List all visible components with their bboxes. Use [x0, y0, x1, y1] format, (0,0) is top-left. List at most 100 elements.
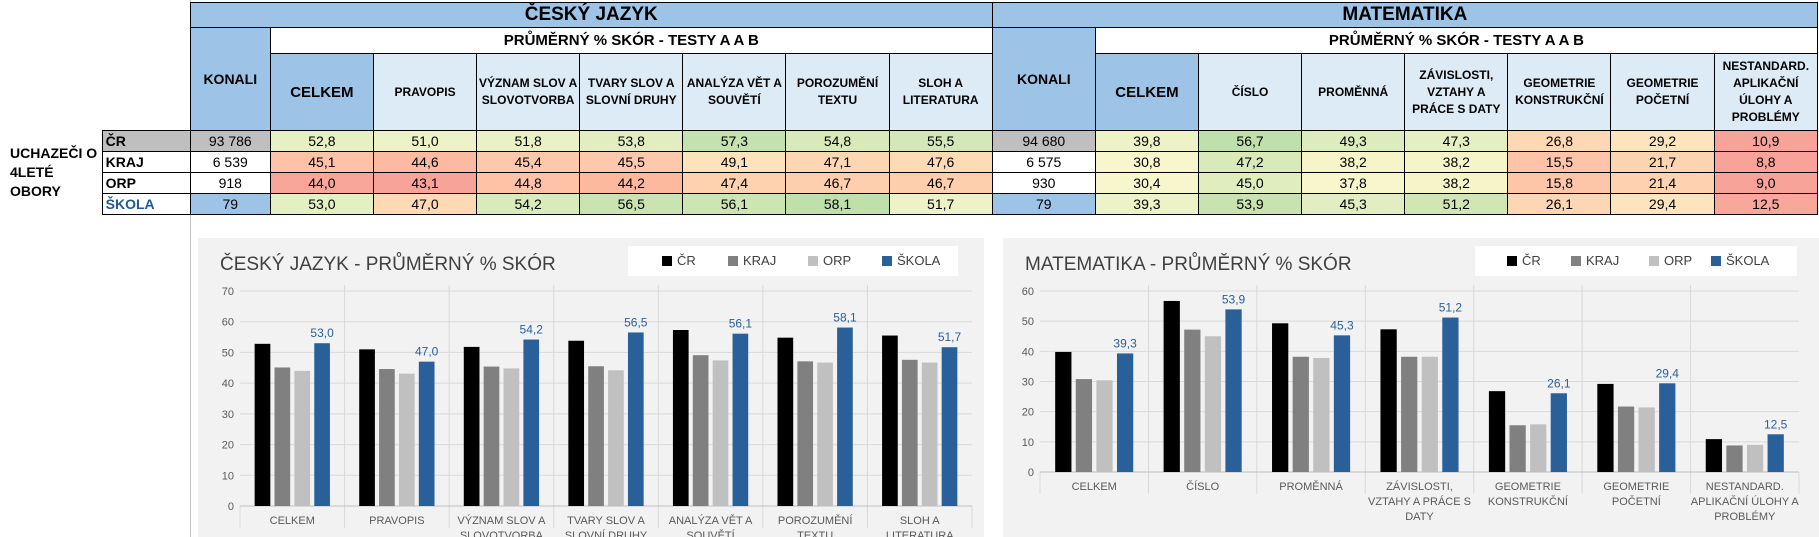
- score-cell-ma: 15,8: [1507, 172, 1612, 194]
- score-cell-ma: 47,3: [1404, 130, 1509, 152]
- legend-swatch: [808, 256, 818, 266]
- bar-čr: [1380, 329, 1397, 472]
- column-header-cj: PRAVOPIS: [372, 53, 478, 131]
- bar-škola: [1333, 335, 1351, 472]
- score-cell-cj: 46,7: [785, 172, 890, 194]
- konali-cell-ma: 79: [991, 193, 1096, 215]
- chart-panel-ma: MATEMATIKA - PRŮMĚRNÝ % SKÓR ČR KRAJ ORP…: [1003, 238, 1819, 537]
- bar-kraj: [483, 366, 500, 506]
- category-label: GEOMETRIE: [1603, 481, 1669, 493]
- bar-čr: [882, 335, 898, 506]
- bar-kraj: [1184, 329, 1201, 472]
- data-label: 39,3: [1113, 336, 1137, 350]
- score-cell-cj: 57,3: [682, 130, 787, 152]
- category-label: ZÁVISLOSTI,: [1386, 480, 1453, 493]
- bar-orp: [608, 370, 624, 506]
- y-tick-label: 20: [1022, 407, 1034, 419]
- data-label: 53,0: [310, 326, 334, 340]
- bar-škola: [732, 333, 749, 506]
- column-header-cj: ANALÝZA VĚT A SOUVĚTÍ: [682, 53, 787, 131]
- bar-orp: [1096, 380, 1113, 472]
- data-label: 12,5: [1764, 417, 1788, 431]
- category-label: POROZUMĚNÍ: [778, 514, 854, 527]
- score-cell-cj: 51,8: [476, 130, 581, 152]
- score-cell-cj: 44,6: [372, 151, 478, 173]
- bar-orp: [503, 368, 520, 506]
- bar-orp: [1421, 356, 1438, 472]
- score-cell-cj: 47,1: [785, 151, 890, 173]
- category-label: GEOMETRIE: [1495, 481, 1561, 493]
- data-label: 51,2: [1439, 301, 1463, 315]
- score-cell-cj: 45,1: [269, 151, 374, 173]
- bar-škola: [627, 332, 644, 506]
- score-cell-cj: 49,1: [682, 151, 787, 173]
- score-cell-ma: 21,4: [1610, 172, 1715, 194]
- y-tick-label: 10: [1022, 437, 1034, 449]
- y-tick-label: 60: [1022, 286, 1034, 298]
- legend-label: ČR: [677, 253, 696, 268]
- score-cell-cj: 45,5: [579, 151, 684, 173]
- legend-swatch: [728, 256, 738, 266]
- y-tick-label: 0: [1028, 467, 1034, 479]
- konali-cell-ma: 6 575: [991, 151, 1096, 173]
- score-cell-cj: 43,1: [372, 172, 478, 194]
- score-cell-ma: 49,3: [1301, 130, 1406, 152]
- bar-čr: [1163, 300, 1180, 472]
- y-tick-label: 0: [228, 501, 234, 513]
- column-header-ma: GEOMETRIE POČETNÍ: [1610, 53, 1715, 131]
- chart-panel-cj: ČESKÝ JAZYK - PRŮMĚRNÝ % SKÓR ČR KRAJ OR…: [198, 238, 984, 537]
- score-cell-ma: 21,7: [1610, 151, 1715, 173]
- score-cell-ma: 53,9: [1197, 193, 1303, 215]
- bar-čr: [1705, 439, 1723, 472]
- score-cell-ma: 29,2: [1610, 130, 1715, 152]
- bar-čr: [1597, 383, 1614, 472]
- score-cell-ma: 38,2: [1404, 151, 1509, 173]
- column-header-cj: POROZUMĚNÍ TEXTU: [785, 53, 890, 131]
- score-cell-ma: 12,5: [1713, 193, 1819, 215]
- bar-orp: [1530, 424, 1547, 472]
- y-tick-label: 70: [222, 286, 234, 298]
- blank-corner: [0, 2, 191, 131]
- score-cell-cj: 53,0: [269, 193, 374, 215]
- bar-škola: [1767, 434, 1784, 472]
- score-table: ČESKÝ JAZYK MATEMATIKA KONALI PRŮMĚRNÝ %…: [0, 2, 1819, 215]
- bar-škola: [523, 339, 540, 506]
- bar-kraj: [379, 369, 395, 506]
- bar-škola: [1659, 383, 1676, 472]
- data-label: 58,1: [833, 311, 857, 325]
- score-cell-ma: 39,8: [1094, 130, 1199, 152]
- bar-orp: [1204, 336, 1222, 472]
- bar-škola: [1442, 317, 1459, 472]
- category-label: SLOH A: [900, 515, 940, 527]
- legend-item-kraj: KRAJ: [1571, 253, 1619, 268]
- category-label: PROBLÉMY: [1714, 510, 1776, 523]
- bar-škola: [1225, 309, 1242, 472]
- bar-čr: [568, 340, 585, 506]
- score-cell-ma: 45,3: [1301, 193, 1406, 215]
- category-label: VZTAHY A PRÁCE S: [1368, 495, 1471, 508]
- konali-header-cj: KONALI: [189, 27, 271, 131]
- chart-legend-cj: ČR KRAJ ORP ŠKOLA: [628, 246, 958, 276]
- score-cell-cj: 58,1: [785, 193, 890, 215]
- score-cell-ma: 10,9: [1713, 130, 1819, 152]
- column-header-cj: CELKEM: [269, 53, 374, 131]
- bar-orp: [1746, 444, 1764, 472]
- legend-label: ČR: [1522, 253, 1541, 268]
- bar-orp: [921, 362, 938, 506]
- bar-kraj: [1075, 379, 1093, 472]
- subject-header-cj: ČESKÝ JAZYK: [189, 2, 993, 28]
- bar-kraj: [274, 367, 291, 506]
- category-label: VÝZNAM SLOV A: [457, 514, 546, 527]
- bar-kraj: [1401, 356, 1418, 472]
- row-group-label: UCHAZEČI O 4LETÉ OBORY: [10, 145, 98, 199]
- bar-škola: [941, 347, 958, 506]
- bar-čr: [254, 343, 271, 506]
- bar-škola: [837, 327, 853, 506]
- konali-cell-cj: 79: [189, 193, 271, 215]
- subject-header-ma: MATEMATIKA: [991, 2, 1819, 28]
- legend-label: ORP: [823, 253, 852, 268]
- y-tick-label: 50: [1022, 316, 1034, 328]
- data-label: 45,3: [1330, 318, 1354, 332]
- chart-svg-ma: 0 10 20 30 40 50 60 39,3 CELKEM 53,9 ČÍSLO 45,3 PROM…: [1022, 285, 1800, 523]
